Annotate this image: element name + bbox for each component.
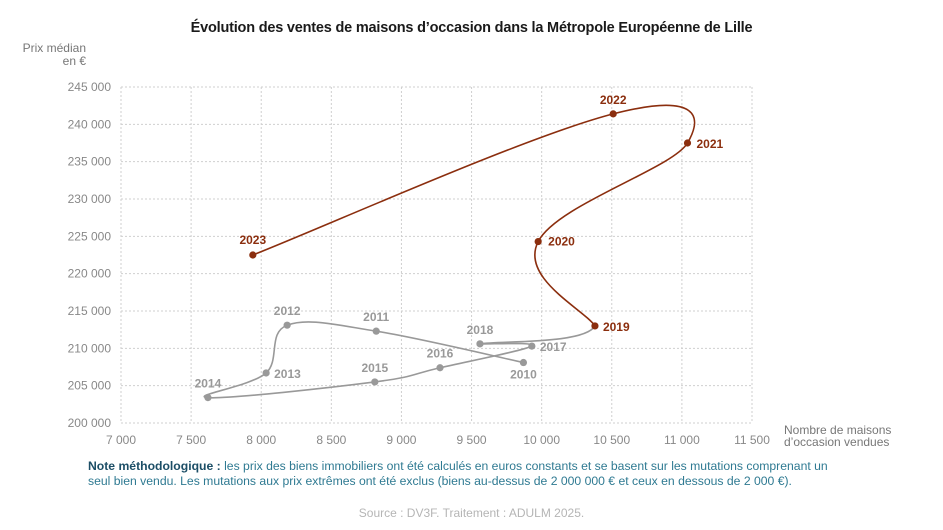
data-point-2012 xyxy=(283,321,291,329)
y-tick-label: 205 000 xyxy=(68,379,112,393)
y-tick-label: 235 000 xyxy=(68,155,112,169)
x-tick-label: 8 500 xyxy=(316,433,346,447)
y-axis-label-line-1: Prix médian xyxy=(22,41,86,55)
y-tick-label: 210 000 xyxy=(68,341,112,355)
x-axis-label-line-1: Nombre de maisons xyxy=(784,423,892,437)
data-point-2014 xyxy=(204,394,212,402)
x-axis-ticks: 7 000 7 500 8 000 8 500 9 000 9 500 10 000 10 5… xyxy=(106,433,770,447)
y-tick-label: 245 000 xyxy=(68,80,112,94)
x-tick-label: 11 000 xyxy=(664,433,700,447)
data-label-2016: 2016 xyxy=(427,347,454,361)
y-tick-label: 230 000 xyxy=(68,192,112,206)
x-axis-label: Nombre de maisons d’occasion vendues xyxy=(784,424,891,448)
data-point-2023 xyxy=(249,251,257,259)
data-label-2011: 2011 xyxy=(363,310,389,324)
data-points xyxy=(204,110,692,402)
x-tick-label: 7 500 xyxy=(176,433,206,447)
data-point-2018 xyxy=(476,340,484,348)
data-label-2012: 2012 xyxy=(274,304,301,318)
series-line-2018-2019 xyxy=(479,325,596,345)
data-label-2013: 2013 xyxy=(274,367,301,381)
data-point-2010 xyxy=(519,358,528,367)
x-tick-label: 8 000 xyxy=(246,433,276,447)
series-line-2019-2023 xyxy=(252,104,696,327)
data-point-2016 xyxy=(436,364,444,372)
y-tick-label: 215 000 xyxy=(68,304,112,318)
data-label-2021: 2021 xyxy=(696,137,723,151)
x-tick-label: 10 000 xyxy=(523,433,560,447)
y-axis-label: Prix médian en € xyxy=(23,42,86,68)
note-text: les prix des biens immobiliers ont été c… xyxy=(88,459,828,488)
data-label-2018: 2018 xyxy=(467,323,494,337)
data-label-2023: 2023 xyxy=(239,233,266,247)
x-tick-label: 9 000 xyxy=(386,433,416,447)
chart-title: Évolution des ventes de maisons d’occasi… xyxy=(190,20,753,36)
data-label-2015: 2015 xyxy=(361,361,388,375)
data-labels: 2010 2011 2012 2013 2014 2015 2016 2017 2018 2019… xyxy=(195,93,724,391)
x-axis-label-line-2: d’occasion vendues xyxy=(784,435,890,449)
y-axis-ticks: 245 000 240 000 235 000 230 000 225 000 220 0… xyxy=(68,80,112,430)
source-credit: Source : DV3F. Traitement : ADULM 2025. xyxy=(358,506,585,520)
data-point-2021 xyxy=(683,139,692,147)
data-point-2020 xyxy=(534,237,542,246)
y-tick-label: 225 000 xyxy=(68,229,112,243)
data-point-2013 xyxy=(262,369,270,377)
note-heading: Note méthodologique : xyxy=(88,459,221,473)
x-tick-label: 7 000 xyxy=(106,433,136,447)
data-label-2010: 2010 xyxy=(510,368,537,382)
y-axis-label-line-2: en € xyxy=(62,54,86,68)
methodology-note: Note méthodologique : les prix des biens… xyxy=(88,459,828,489)
data-point-2015 xyxy=(371,378,379,386)
y-tick-label: 240 000 xyxy=(68,117,112,131)
x-tick-label: 9 500 xyxy=(457,433,487,447)
data-point-2011 xyxy=(372,327,380,335)
data-point-2019 xyxy=(591,322,599,330)
data-point-2017 xyxy=(528,342,536,350)
x-tick-label: 10 500 xyxy=(593,433,630,447)
data-label-2019: 2019 xyxy=(603,320,630,334)
x-tick-label: 11 500 xyxy=(734,433,770,447)
data-label-2017: 2017 xyxy=(540,340,567,354)
data-label-2022: 2022 xyxy=(600,93,627,107)
data-label-2020: 2020 xyxy=(548,235,575,249)
grid xyxy=(120,86,753,424)
data-label-2014: 2014 xyxy=(195,377,222,391)
y-tick-label: 200 000 xyxy=(68,416,112,430)
y-tick-label: 220 000 xyxy=(68,267,112,281)
data-point-2022 xyxy=(609,110,617,118)
chart-plot-area: 245 000 240 000 235 000 230 000 225 000 220 0… xyxy=(68,80,771,447)
